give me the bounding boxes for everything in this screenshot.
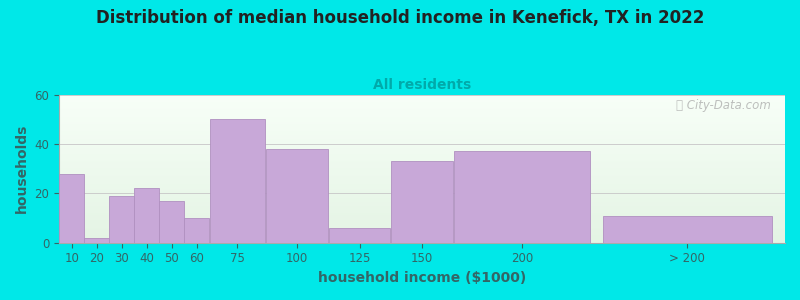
Bar	[110, 196, 134, 243]
Title: All residents: All residents	[373, 78, 471, 92]
Bar	[454, 152, 590, 243]
Bar	[84, 238, 109, 243]
Bar	[185, 218, 210, 243]
Bar	[266, 149, 328, 243]
Text: Distribution of median household income in Kenefick, TX in 2022: Distribution of median household income …	[96, 9, 704, 27]
Bar	[59, 174, 84, 243]
Y-axis label: households: households	[15, 124, 29, 213]
X-axis label: household income ($1000): household income ($1000)	[318, 271, 526, 285]
Bar	[329, 228, 390, 243]
Bar	[210, 119, 266, 243]
Bar	[134, 188, 159, 243]
Text: ⓘ City-Data.com: ⓘ City-Data.com	[676, 99, 770, 112]
Bar	[603, 216, 772, 243]
Bar	[391, 161, 453, 243]
Bar	[159, 201, 184, 243]
